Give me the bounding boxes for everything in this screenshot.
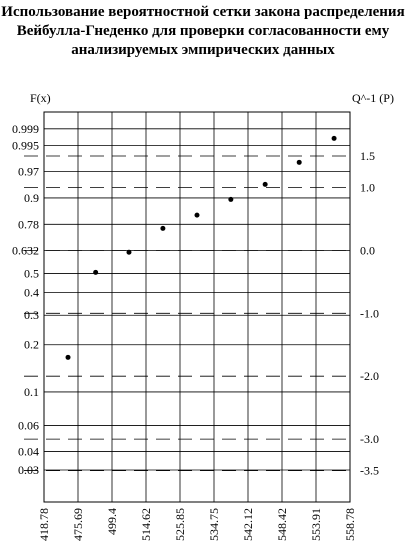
x-tick-label: 548.42 [275, 508, 289, 541]
x-tick-label: 475.69 [71, 508, 85, 541]
data-point [65, 354, 71, 360]
x-tick-label: 499.4 [105, 508, 119, 535]
y-tick-label: 0.5 [24, 266, 39, 280]
y-tick-label: 0.4 [24, 286, 39, 300]
y-tick-label: 0.97 [18, 164, 39, 178]
x-tick-label: 542.12 [241, 508, 255, 541]
y-axis-label: F(x) [30, 91, 51, 105]
x-tick-label: 418.78 [37, 508, 51, 541]
y-tick-label: 0.06 [18, 418, 39, 432]
x-tick-label: 553.91 [309, 508, 323, 541]
y2-tick-label: -2.0 [360, 369, 379, 383]
chart-title: Вейбулла-Гнеденко для проверки согласова… [17, 23, 390, 39]
y2-tick-label: -3.0 [360, 432, 379, 446]
y-tick-label: 0.2 [24, 338, 39, 352]
data-point [262, 181, 268, 187]
chart-title: Использование вероятностной сетки закона… [1, 4, 404, 20]
y-tick-label: 0.04 [18, 445, 39, 459]
x-tick-label: 558.78 [343, 508, 357, 541]
y2-tick-label: 1.5 [360, 149, 375, 163]
data-point [331, 135, 337, 141]
data-point [228, 196, 234, 202]
plot-frame [43, 111, 351, 503]
x-tick-label: 525.85 [173, 508, 187, 541]
data-point [93, 269, 99, 275]
data-point [194, 212, 200, 218]
y-tick-label: 0.9 [24, 191, 39, 205]
y-tick-label: 0.78 [18, 217, 39, 231]
x-tick-label: 534.75 [207, 508, 221, 541]
data-point [296, 159, 302, 165]
y2-axis-label: Q^-1 (P) [352, 91, 394, 105]
data-point [160, 225, 166, 231]
y-tick-label: 0.1 [24, 385, 39, 399]
y-tick-label: 0.03 [18, 463, 39, 477]
x-tick-label: 514.62 [139, 508, 153, 541]
y2-tick-label: 0.0 [360, 243, 375, 257]
y2-tick-label: -3.5 [360, 464, 379, 478]
data-point [126, 249, 132, 255]
chart-title: анализируемых эмпирических данных [71, 42, 335, 58]
y-tick-label: 0.999 [12, 122, 39, 136]
y2-tick-label: 1.0 [360, 180, 375, 194]
y-tick-label: 0.3 [24, 308, 39, 322]
y-tick-label: 0.995 [12, 139, 39, 153]
y2-tick-label: -1.0 [360, 306, 379, 320]
